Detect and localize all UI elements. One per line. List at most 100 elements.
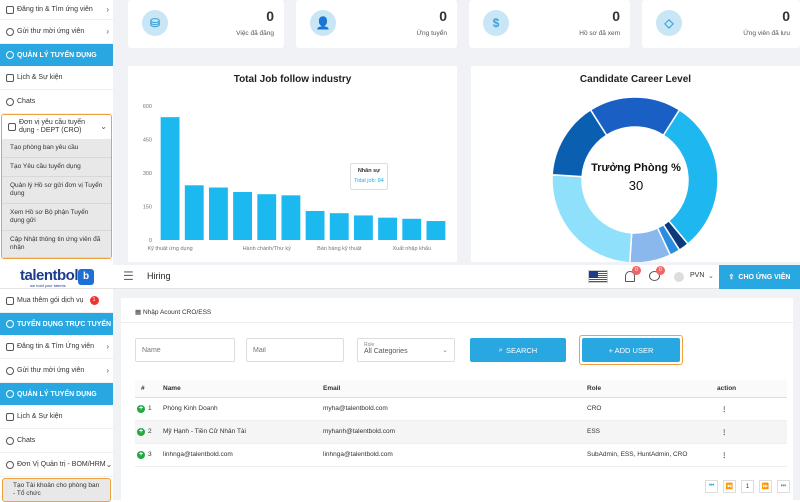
calendar-icon: ▦ xyxy=(135,309,143,316)
stat-label: Hồ sơ đã xem xyxy=(579,30,620,37)
col-role[interactable]: Role xyxy=(587,380,717,398)
dollar-icon: $ xyxy=(483,10,509,36)
chevron-right-icon: › xyxy=(106,27,109,36)
sidebar-item-calendar[interactable]: Lịch & Sự kiện xyxy=(0,405,113,429)
row-number: +2 xyxy=(135,420,163,444)
table-row[interactable]: +2 Mỹ Hạnh - Tiền Cử Nhân Tài myhanh@tal… xyxy=(135,420,787,444)
flag-us-icon[interactable] xyxy=(588,270,608,283)
document-icon xyxy=(6,342,14,351)
stat-card-applied: 👤 0 Ứng tuyển xyxy=(296,0,457,48)
stat-label: Ứng viên đã lưu xyxy=(743,30,790,37)
y-tick-label: 600 xyxy=(143,104,152,110)
company-name[interactable]: PVN xyxy=(690,272,705,279)
page-number[interactable]: 1 xyxy=(741,480,754,493)
bell-icon[interactable] xyxy=(625,271,635,282)
bar xyxy=(402,218,422,240)
sidebar-section-manage[interactable]: QUẢN LÝ TUYỂN DỤNG xyxy=(0,383,113,405)
sidebar-item-admin[interactable]: Đơn Vị Quản trị - BOM/HRM ⌄ xyxy=(0,453,113,477)
stat-card-jobs: ⛁ 0 Việc đã đăng xyxy=(128,0,284,48)
notification-badge: 0 xyxy=(632,266,641,275)
name-input[interactable] xyxy=(135,338,235,362)
section-icon xyxy=(6,51,14,59)
role-select[interactable]: Role All Categories ⌄ xyxy=(357,338,455,362)
sidebar-item-invite[interactable]: Gửi thư mời ứng viên › xyxy=(0,359,113,383)
sidebar-item-chats[interactable]: Chats xyxy=(0,429,113,453)
buy-badge: 1 xyxy=(89,296,99,305)
expand-icon[interactable]: + xyxy=(137,450,145,459)
x-tick-label: Hành chánh/Thư ký xyxy=(243,246,292,252)
logo-tagline: we bold your talents xyxy=(30,283,66,288)
chat-icon xyxy=(6,436,14,445)
row-actions-icon[interactable]: ⋮ xyxy=(717,397,787,421)
sidebar-item-post-jobs[interactable]: Đăng tin & Tìm ứng viên › xyxy=(0,0,113,20)
document-icon xyxy=(6,5,14,14)
stat-value: 0 xyxy=(782,8,790,24)
chevron-down-icon: ⌄ xyxy=(105,460,113,469)
y-tick-label: 0 xyxy=(149,238,152,244)
dept-submenu: Tạo phòng ban yêu cầu Tạo Yêu cầu tuyển … xyxy=(2,139,111,258)
submenu-item[interactable]: Tạo Yêu cầu tuyển dụng xyxy=(2,158,111,177)
bar xyxy=(160,117,180,240)
sidebar-item-post-jobs[interactable]: Đăng tin & Tìm Ứng viên › xyxy=(0,335,113,359)
table-row[interactable]: +1 Phòng Kinh Doanh myha@talentbold.com … xyxy=(135,397,787,421)
x-tick-label: Kỹ thuật ứng dụng xyxy=(147,246,192,252)
card-title: ▦ Nhập Acount CRO/ESS xyxy=(135,309,212,316)
sidebar-item-calendar[interactable]: Lịch & Sự kiện xyxy=(0,66,113,90)
next-page-icon[interactable]: ⏩ xyxy=(759,480,772,493)
expand-icon[interactable]: + xyxy=(137,404,145,413)
prev-page-icon[interactable]: ⏪ xyxy=(723,480,736,493)
mail-input[interactable] xyxy=(246,338,344,362)
sidebar-item-invite[interactable]: Gửi thư mời ứng viên › xyxy=(0,20,113,44)
post-job-button[interactable]: ⇪ CHO ỨNG VIÊN xyxy=(719,265,800,289)
col-number[interactable]: # xyxy=(135,380,163,398)
chevron-down-icon[interactable]: ⌄ xyxy=(708,273,714,280)
expand-icon[interactable]: + xyxy=(137,427,145,436)
y-tick-label: 300 xyxy=(143,171,152,177)
donut-hole xyxy=(583,128,687,232)
sidebar-item-dept[interactable]: Đơn vị yêu cầu tuyển dụng - DEPT (CRO) ⌄ xyxy=(2,115,111,139)
at-icon xyxy=(6,366,14,375)
bar xyxy=(353,215,373,240)
submenu-item[interactable]: Xem Hồ sơ Bộ phận Tuyển dụng gửi xyxy=(2,204,111,231)
stat-card-saved: ◇ 0 Ứng viên đã lưu xyxy=(642,0,800,48)
sidebar-section-online[interactable]: TUYỂN DỤNG TRỰC TUYẾN xyxy=(0,313,113,335)
row-actions-icon[interactable]: ⋮ xyxy=(717,443,787,467)
submenu-item[interactable]: Cập Nhật thông tin ứng viên đã nhận xyxy=(2,231,111,258)
col-email[interactable]: Email xyxy=(323,380,587,398)
message-icon[interactable] xyxy=(649,271,660,281)
submenu-create-account[interactable]: Tạo Tài khoản cho phòng ban - Tổ chức xyxy=(2,478,111,502)
dept-group: Đơn vị yêu cầu tuyển dụng - DEPT (CRO) ⌄ … xyxy=(1,114,112,259)
logo[interactable]: talentbold xyxy=(20,267,87,284)
chart-tooltip: Nhân sự Total job: 84 xyxy=(350,163,388,190)
stat-value: 0 xyxy=(612,8,620,24)
search-button[interactable]: ⌕ SEARCH xyxy=(470,338,566,362)
cubes-icon: ⛁ xyxy=(142,10,168,36)
row-email: myhanh@talentbold.com xyxy=(323,420,587,444)
sidebar-section-manage[interactable]: QUẢN LÝ TUYỂN DỤNG xyxy=(0,44,113,66)
table-row[interactable]: +3 linhnga@talentbold.com linhnga@talent… xyxy=(135,443,787,467)
chat-icon xyxy=(6,97,14,106)
submenu-item[interactable]: Quản lý Hồ sơ gửi đơn vị Tuyển dụng xyxy=(2,177,111,204)
bar xyxy=(208,187,228,240)
last-page-icon[interactable]: ⏭ xyxy=(777,480,790,493)
row-actions-icon[interactable]: ⋮ xyxy=(717,420,787,444)
menu-icon[interactable]: ☰ xyxy=(123,269,134,283)
sidebar-item-chats[interactable]: Chats xyxy=(0,90,113,114)
row-role: SubAdmin, ESS, HuntAdmin, CRO xyxy=(587,443,717,467)
sidebar-item-buy[interactable]: Mua thêm gói dịch vụ 1 xyxy=(0,289,113,313)
add-user-button[interactable]: + ADD USER xyxy=(582,338,680,362)
chevron-down-icon: ⌄ xyxy=(442,347,448,354)
bar xyxy=(426,221,446,240)
x-tick-label: Bán hàng kỹ thuật xyxy=(317,246,362,252)
section-icon xyxy=(6,390,14,398)
sidebar: Mua thêm gói dịch vụ 1 TUYỂN DỤNG TRỰC TU… xyxy=(0,289,113,502)
submenu-item[interactable]: Tạo phòng ban yêu cầu xyxy=(2,139,111,158)
user-management-card: ▦ Nhập Acount CRO/ESS Role All Categorie… xyxy=(121,298,793,500)
chevron-right-icon: › xyxy=(106,342,109,351)
first-page-icon[interactable]: ⏮ xyxy=(705,480,718,493)
main-content: ▦ Nhập Acount CRO/ESS Role All Categorie… xyxy=(113,289,800,500)
stat-value: 0 xyxy=(266,8,274,24)
col-name[interactable]: Name xyxy=(163,380,323,398)
company-avatar[interactable] xyxy=(674,272,684,282)
donut-slice xyxy=(551,108,608,178)
